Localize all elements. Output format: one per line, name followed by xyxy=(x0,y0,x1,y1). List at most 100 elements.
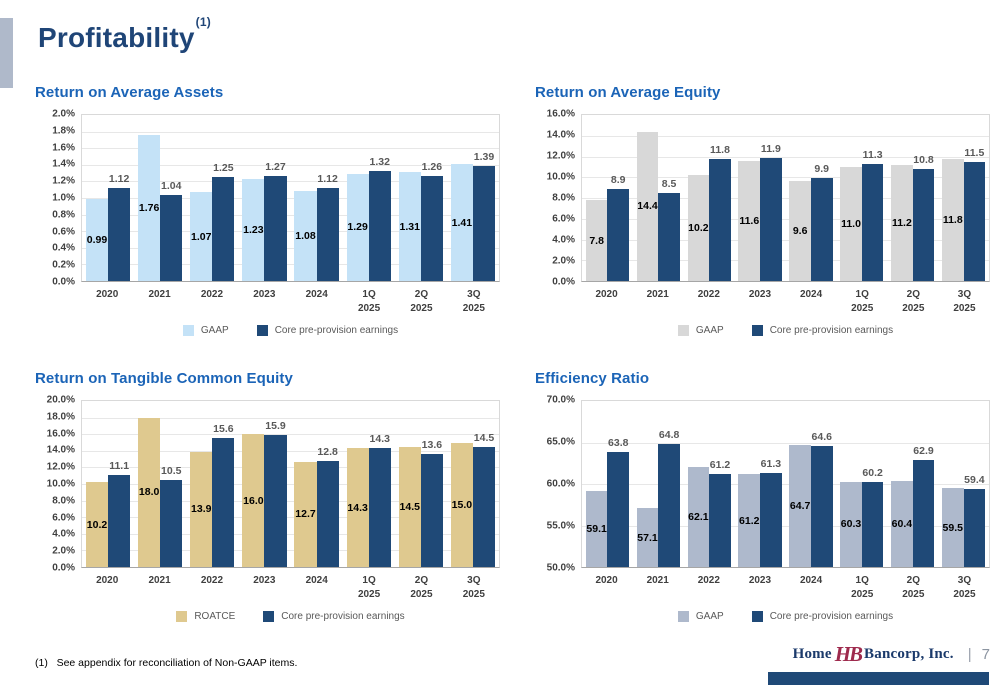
x-tick-label: 2Q 2025 xyxy=(902,575,925,600)
bar-value-label: 64.8 xyxy=(658,429,680,442)
bar-value-label: 16.0 xyxy=(243,494,264,507)
gridline xyxy=(82,231,499,233)
legend: ROATCE Core pre-provision earnings xyxy=(81,611,500,622)
gridline xyxy=(582,135,989,137)
bar-core-pre-provision-earnings-2020 xyxy=(108,474,131,567)
bar-value-label: 8.5 xyxy=(661,177,677,190)
legend-label: GAAP xyxy=(695,325,724,336)
bar-value-label: 13.9 xyxy=(191,503,212,516)
gridline xyxy=(82,533,499,535)
x-axis-labels: 2020 2021 2022 2023 2024 1Q 2025 2Q 2025 3Q 2025 xyxy=(581,574,990,604)
gridline xyxy=(582,177,989,179)
bar-core-pre-provision-earnings-1Q-2025 xyxy=(861,482,884,567)
bar-roatce-2022 xyxy=(190,451,213,567)
bar-value-label: 1.12 xyxy=(317,173,338,186)
bar-gaap-2023 xyxy=(738,474,761,567)
bar-core-pre-provision-earnings-2023 xyxy=(760,157,782,281)
y-axis: 20.0% 18.0% 16.0% 14.0% 12.0% 10.0% 8.0% 6.0% 4.… xyxy=(35,395,81,574)
plot-area: 7.8 8.9 14.4 8.5 10.2 11.8 11.6 11.9 9.6 9.9 11.0 1… xyxy=(581,114,990,282)
y-tick-label: 4.0% xyxy=(552,234,575,246)
bar-value-label: 1.04 xyxy=(161,179,182,192)
bar-value-label: 10.5 xyxy=(161,464,182,477)
bar-gaap-3Q-2025 xyxy=(450,163,473,281)
y-tick-label: 0.2% xyxy=(52,259,75,271)
x-tick-label: 3Q 2025 xyxy=(462,289,485,314)
plot-area: 0.99 1.12 1.76 1.04 1.07 1.25 1.23 1.27 1.08 1.12… xyxy=(81,114,500,282)
bar-value-label: 61.3 xyxy=(760,458,782,471)
y-tick-label: 60.0% xyxy=(546,478,575,490)
chart-return-on-tangible-common-equity: Return on Tangible Common Equity 20.0% 18… xyxy=(35,370,500,622)
bar-gaap-2023 xyxy=(738,160,761,281)
bar-value-label: 62.9 xyxy=(913,444,934,457)
y-tick-label: 0.6% xyxy=(52,226,75,238)
bar-value-label: 1.07 xyxy=(191,230,212,243)
bar-gaap-2023 xyxy=(242,178,265,281)
y-tick-label: 1.4% xyxy=(52,158,75,170)
y-tick-label: 0.4% xyxy=(52,242,75,254)
gridline xyxy=(582,239,989,241)
bar-value-label: 64.7 xyxy=(789,500,811,512)
bar-core-pre-provision-earnings-2022 xyxy=(709,474,731,567)
bar-value-label: 14.3 xyxy=(347,501,368,514)
bar-gaap-2Q-2025 xyxy=(891,480,913,567)
x-tick-label: 2021 xyxy=(646,289,669,300)
page-number: 7 xyxy=(981,645,990,663)
bar-value-label: 9.9 xyxy=(814,163,830,176)
y-tick-label: 10.0% xyxy=(546,171,575,183)
bar-value-label: 11.5 xyxy=(964,146,985,159)
y-tick-label: 8.0% xyxy=(552,192,575,204)
bar-value-label: 1.25 xyxy=(213,162,234,175)
legend: GAAP Core pre-provision earnings xyxy=(581,325,990,336)
bar-core-pre-provision-earnings-2024 xyxy=(316,460,339,567)
bar-value-label: 1.39 xyxy=(473,150,495,163)
y-tick-label: 0.0% xyxy=(52,562,75,574)
x-tick-label: 2023 xyxy=(253,289,276,300)
bar-core-pre-provision-earnings-2021 xyxy=(160,194,183,281)
bar-value-label: 11.3 xyxy=(862,148,883,161)
bar-value-label: 11.0 xyxy=(841,217,861,230)
gridline xyxy=(82,164,499,166)
bar-core-pre-provision-earnings-2Q-2025 xyxy=(912,168,935,281)
bar-value-label: 8.9 xyxy=(610,173,626,186)
gridline xyxy=(82,264,499,266)
y-tick-label: 1.8% xyxy=(52,125,75,137)
logo-text-bancorp: Bancorp, Inc. xyxy=(864,645,954,662)
bar-value-label: 14.3 xyxy=(369,433,390,446)
bar-value-label: 18.0 xyxy=(138,486,160,499)
page-title-text: Profitability xyxy=(38,22,195,53)
legend-item: GAAP xyxy=(677,325,724,336)
x-tick-label: 1Q 2025 xyxy=(851,575,874,600)
bar-value-label: 1.08 xyxy=(295,230,316,243)
legend-item: Core pre-provision earnings xyxy=(751,325,893,336)
bar-value-label: 7.8 xyxy=(589,234,604,247)
y-tick-label: 14.0% xyxy=(546,129,575,141)
bar-value-label: 15.9 xyxy=(265,420,286,433)
y-tick-label: 16.0% xyxy=(546,108,575,120)
bar-gaap-2022 xyxy=(687,175,710,281)
bar-core-pre-provision-earnings-2021 xyxy=(658,444,680,567)
bar-value-label: 60.3 xyxy=(840,518,862,531)
x-tick-label: 1Q 2025 xyxy=(357,289,381,314)
bar-gaap-3Q-2025 xyxy=(941,488,964,567)
bar-value-label: 11.8 xyxy=(710,143,730,156)
legend-item: ROATCE xyxy=(176,611,235,622)
bar-gaap-1Q-2025 xyxy=(840,481,862,567)
bar-value-label: 1.76 xyxy=(138,201,160,214)
legend: GAAP Core pre-provision earnings xyxy=(81,325,500,336)
chart-title: Return on Tangible Common Equity xyxy=(35,370,293,387)
bar-value-label: 15.0 xyxy=(451,498,473,511)
x-tick-label: 2023 xyxy=(253,575,276,586)
chart-title: Return on Average Assets xyxy=(35,84,224,101)
y-tick-label: 2.0% xyxy=(52,108,75,120)
legend-label: ROATCE xyxy=(194,611,236,622)
y-tick-label: 1.6% xyxy=(52,142,75,154)
legend-item: GAAP xyxy=(182,325,229,336)
bar-value-label: 1.31 xyxy=(399,220,420,233)
gridline xyxy=(582,442,989,444)
y-tick-label: 0.0% xyxy=(552,276,575,288)
legend-swatch-icon xyxy=(263,611,275,622)
bar-value-label: 15.6 xyxy=(213,422,234,435)
page-title: Profitability(1) xyxy=(38,15,211,54)
y-tick-label: 10.0% xyxy=(46,478,75,490)
